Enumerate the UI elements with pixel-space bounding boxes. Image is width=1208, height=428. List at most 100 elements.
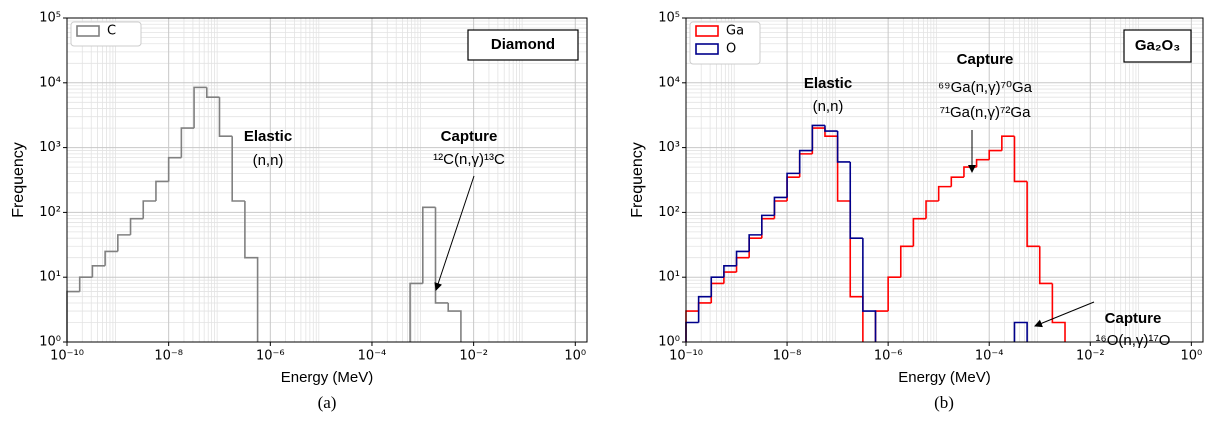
- histogram-step: [434, 207, 449, 304]
- x-axis-label: Energy (MeV): [898, 369, 991, 386]
- histogram-step: [180, 127, 195, 158]
- histogram-step: [205, 87, 220, 98]
- annotation: Elastic: [244, 128, 292, 145]
- annotation: Capture: [957, 51, 1014, 68]
- legend-label: Ga: [726, 24, 744, 39]
- histogram-step: [1013, 321, 1028, 342]
- y-tick-label: 10¹: [39, 270, 61, 285]
- x-tick-label: 10⁻⁶: [874, 349, 903, 364]
- title-box: [467, 29, 579, 61]
- histogram-step: [849, 200, 864, 342]
- histogram-step: [887, 276, 901, 312]
- chart-title: Diamond: [491, 36, 555, 53]
- histogram-step: [129, 217, 144, 235]
- y-tick-label: 10³: [39, 140, 61, 155]
- histogram-step: [988, 149, 1002, 160]
- histogram-step: [710, 282, 724, 303]
- title-box: [1123, 29, 1192, 63]
- histogram-step: [422, 206, 436, 284]
- histogram-step: [723, 264, 737, 278]
- y-tick-label: 10²: [658, 205, 680, 220]
- histogram-step: [218, 97, 233, 137]
- annotation: ¹⁶O(n,γ)¹⁷O: [1096, 332, 1171, 349]
- annotation: Capture: [1105, 310, 1162, 327]
- legend-swatch: [76, 25, 100, 37]
- x-tick-label: 10⁻⁸: [154, 349, 183, 364]
- histogram-step: [912, 217, 927, 247]
- annotation: Elastic: [804, 75, 852, 92]
- histogram-step: [735, 250, 750, 266]
- histogram-step: [937, 185, 952, 201]
- histogram-step: [167, 156, 182, 182]
- histogram-step: [1001, 135, 1015, 151]
- x-tick-label: 10⁻⁶: [256, 349, 285, 364]
- histogram-step: [1013, 136, 1028, 183]
- x-tick-label: 10⁰: [564, 349, 586, 364]
- histogram-step: [1026, 181, 1040, 248]
- histogram-step: [975, 158, 990, 168]
- histogram-step: [925, 200, 939, 219]
- chart-title: Ga₂O₃: [1135, 37, 1180, 54]
- caption: (a): [318, 393, 337, 412]
- x-tick-label: 10⁻²: [1076, 349, 1105, 364]
- histogram-step: [1051, 283, 1066, 342]
- histogram-step: [963, 166, 977, 178]
- annotation: (n,n): [253, 152, 284, 169]
- legend-label: C: [107, 24, 116, 39]
- caption: (b): [934, 393, 954, 412]
- x-tick-label: 10⁻⁴: [358, 349, 387, 364]
- y-tick-label: 10⁴: [658, 75, 680, 90]
- histogram-step: [811, 124, 825, 151]
- histogram-step: [836, 131, 851, 163]
- histogram-step: [735, 256, 750, 273]
- legend-swatch: [695, 25, 719, 37]
- histogram-step: [685, 321, 699, 342]
- y-tick-label: 10⁵: [658, 11, 680, 26]
- histogram-step: [874, 310, 889, 342]
- annotation: ⁷¹Ga(n,γ)⁷²Ga: [940, 104, 1032, 121]
- histogram-step: [748, 234, 762, 252]
- histogram-step: [155, 180, 169, 201]
- x-tick-label: 10⁻¹⁰: [50, 349, 84, 364]
- x-tick-label: 10⁰: [1180, 349, 1202, 364]
- annotation: ⁶⁹Ga(n,γ)⁷⁰Ga: [938, 79, 1033, 96]
- y-tick-label: 10²: [39, 205, 61, 220]
- histogram-step: [950, 176, 964, 187]
- y-axis-label: Frequency: [10, 142, 27, 218]
- histogram-step: [862, 238, 877, 342]
- histogram-step: [786, 172, 800, 198]
- annotation: (n,n): [813, 98, 844, 115]
- histogram-step: [142, 200, 156, 219]
- histogram-step: [697, 302, 712, 312]
- histogram-step: [773, 200, 788, 219]
- x-axis-label: Energy (MeV): [281, 369, 374, 386]
- histogram-step: [748, 237, 762, 258]
- x-tick-label: 10⁻¹⁰: [669, 349, 703, 364]
- y-tick-label: 10³: [658, 140, 680, 155]
- y-tick-label: 10⁴: [39, 75, 61, 90]
- histogram-step: [710, 276, 724, 297]
- annotation: ¹²C(n,γ)¹³C: [433, 151, 505, 168]
- histogram-step: [811, 127, 825, 154]
- legend-box: [689, 21, 761, 65]
- histogram-step: [849, 161, 863, 239]
- legend-swatch: [695, 43, 719, 55]
- histogram-step: [798, 149, 813, 174]
- histogram-step: [78, 276, 93, 292]
- annotation-arrow: [1034, 301, 1095, 328]
- histogram-step: [723, 271, 737, 284]
- x-tick-label: 10⁻⁴: [975, 349, 1004, 364]
- histogram-step: [697, 295, 712, 323]
- histogram-step: [773, 196, 788, 216]
- y-tick-label: 10¹: [658, 270, 680, 285]
- plot-frame: [685, 17, 1204, 343]
- histogram-step: [231, 136, 245, 202]
- histogram-step: [66, 290, 80, 342]
- histogram-step: [91, 264, 106, 278]
- histogram-step: [786, 176, 800, 201]
- plot-frame: [66, 17, 588, 343]
- histogram-step: [824, 125, 838, 132]
- y-axis-label: Frequency: [629, 142, 646, 218]
